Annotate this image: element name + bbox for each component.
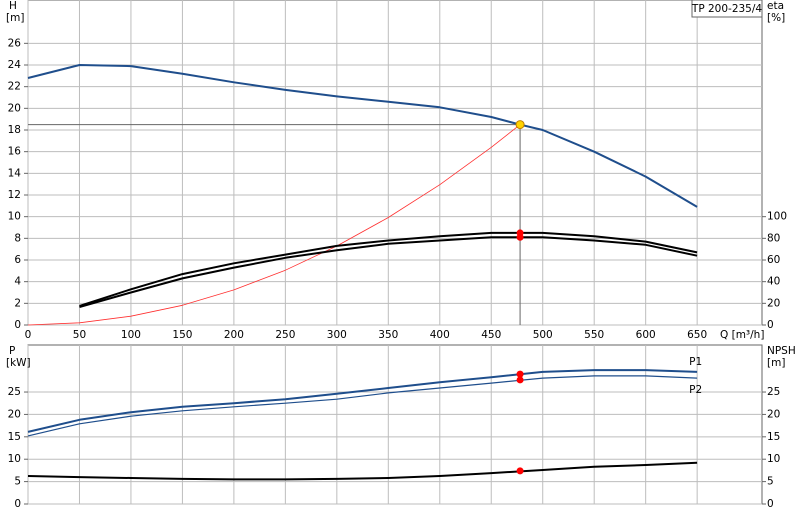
y-axis-unit: [m]	[6, 12, 24, 24]
y-tick-label: 25	[8, 386, 21, 398]
y2-axis-unit: [m]	[767, 357, 785, 369]
y-axis-label: H	[9, 0, 17, 12]
y2-axis-label: NPSH	[767, 345, 796, 357]
y2-tick-label: 100	[767, 211, 787, 223]
y-tick-label: 8	[14, 232, 21, 244]
y-tick-label: 24	[8, 59, 22, 71]
operating-point	[516, 370, 524, 378]
y-tick-label: 10	[8, 453, 21, 465]
y-tick-label: 20	[8, 408, 21, 420]
y-tick-label: 15	[8, 431, 21, 443]
x-tick-label: 450	[481, 329, 501, 341]
series-line	[27, 369, 698, 433]
series-line	[27, 124, 521, 326]
title-box	[691, 0, 763, 18]
y-tick-label: 0	[14, 498, 21, 510]
y-tick-label: 20	[8, 102, 21, 114]
x-tick-label: 0	[25, 329, 32, 341]
x-tick-label: 50	[73, 329, 86, 341]
y2-axis-unit: [%]	[767, 12, 785, 24]
y2-tick-label: 60	[767, 254, 780, 266]
y-tick-label: 12	[8, 189, 21, 201]
operating-point	[516, 233, 524, 241]
series-line	[79, 231, 698, 307]
y2-tick-label: 20	[767, 408, 780, 420]
y2-tick-label: 20	[767, 297, 780, 309]
y2-tick-label: 0	[767, 498, 774, 510]
y2-tick-label: 80	[767, 232, 780, 244]
y2-tick-label: 40	[767, 276, 780, 288]
series-label: P2	[689, 384, 702, 396]
y-axis-unit: [kW]	[6, 357, 31, 369]
x-tick-label: 350	[378, 329, 398, 341]
y2-tick-label: 0	[767, 319, 774, 331]
series-label: P1	[689, 356, 702, 368]
x-tick-label: 300	[327, 329, 347, 341]
y2-tick-label: 15	[767, 431, 780, 443]
x-tick-label: 600	[636, 329, 656, 341]
y-tick-label: 16	[8, 146, 22, 158]
y-tick-label: 2	[14, 297, 21, 309]
y2-tick-label: 25	[767, 386, 780, 398]
operating-point	[516, 376, 524, 384]
y-tick-label: 0	[14, 319, 21, 331]
y-tick-label: 26	[8, 37, 22, 49]
y-tick-label: 22	[8, 81, 21, 93]
y2-tick-label: 10	[767, 453, 780, 465]
series-line	[27, 375, 698, 437]
x-tick-label: 550	[584, 329, 604, 341]
series-line	[27, 461, 698, 481]
y-tick-label: 6	[14, 254, 21, 266]
y-axis-label: P	[9, 345, 15, 357]
plot-frame	[27, 0, 763, 326]
y2-tick-label: 5	[767, 476, 774, 488]
y-tick-label: 10	[8, 211, 21, 223]
y-tick-label: 14	[8, 167, 22, 179]
series-line	[27, 64, 698, 208]
y-tick-label: 4	[14, 276, 21, 288]
y2-axis-label: eta	[767, 0, 784, 12]
x-axis-label: Q [m³/h]	[720, 329, 764, 341]
chart-title: TP 200-235/4	[691, 3, 762, 15]
x-tick-label: 650	[687, 329, 707, 341]
x-tick-label: 250	[275, 329, 295, 341]
x-tick-label: 200	[224, 329, 244, 341]
x-tick-label: 500	[533, 329, 553, 341]
x-tick-label: 100	[121, 329, 141, 341]
series-line	[79, 236, 698, 308]
y-tick-label: 18	[8, 124, 21, 136]
x-tick-label: 150	[172, 329, 192, 341]
x-tick-label: 400	[430, 329, 450, 341]
operating-point	[516, 467, 524, 475]
plot-frame	[27, 344, 763, 505]
y-tick-label: 5	[14, 476, 21, 488]
duty-point	[515, 120, 525, 130]
